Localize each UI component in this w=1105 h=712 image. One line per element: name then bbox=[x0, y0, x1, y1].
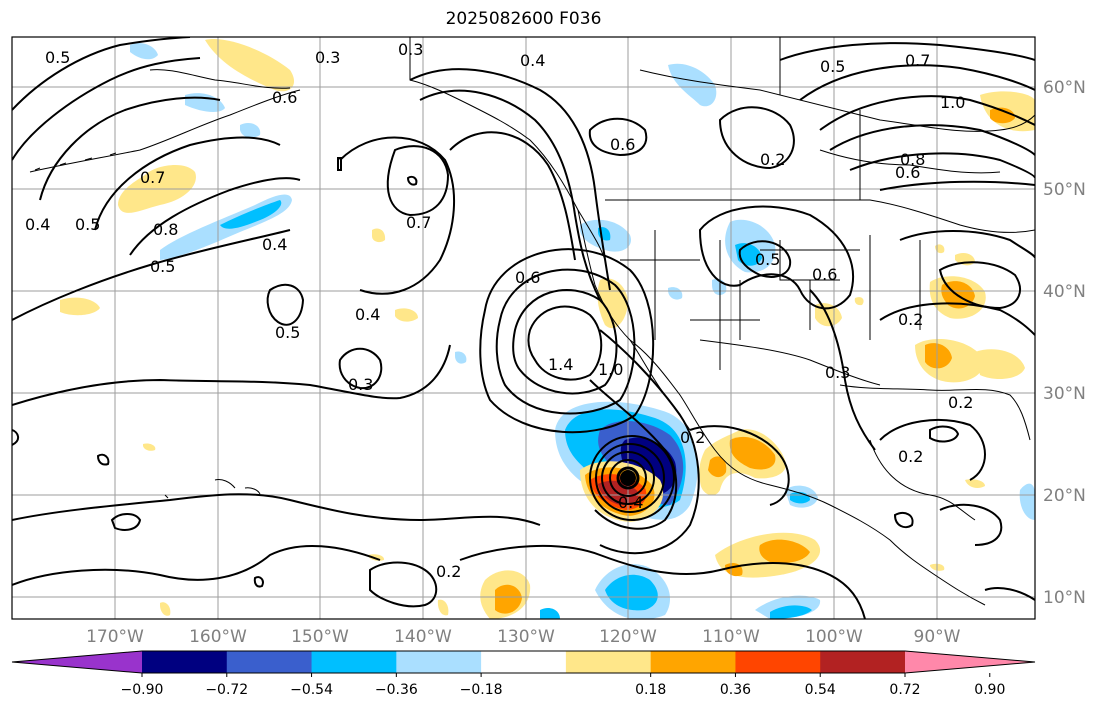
contour-label: 0.7 bbox=[140, 168, 165, 187]
contour-label: 0.5 bbox=[820, 57, 845, 76]
colorbar-tick-label: −0.72 bbox=[205, 682, 248, 698]
contour-label: 0.4 bbox=[618, 493, 643, 512]
contour-label: 0.7 bbox=[905, 51, 930, 70]
lon-label: 140°W bbox=[394, 627, 452, 647]
colorbar-segment bbox=[735, 651, 821, 673]
contour-label: 0.4 bbox=[355, 305, 380, 324]
contour-label: 0.6 bbox=[895, 163, 920, 182]
colorbar-extend-low bbox=[12, 651, 142, 673]
lon-label: 160°W bbox=[189, 627, 247, 647]
contour-label: 0.8 bbox=[900, 150, 925, 169]
colorbar-tick-label: 0.54 bbox=[805, 682, 836, 698]
contour-label: 0.8 bbox=[153, 220, 178, 239]
chart-title: 2025082600 F036 bbox=[445, 9, 602, 29]
colorbar-segment bbox=[481, 651, 567, 673]
lat-label: 50°N bbox=[1043, 180, 1086, 200]
map-frame bbox=[11, 36, 1036, 620]
lon-label: 110°W bbox=[702, 627, 760, 647]
contour-label: 1.0 bbox=[940, 93, 965, 112]
colorbar-tick-label: 0.72 bbox=[889, 682, 920, 698]
contour-label: 0.2 bbox=[948, 393, 973, 412]
contour-label: 0.6 bbox=[610, 135, 635, 154]
colorbar-tick-label: 0.36 bbox=[720, 682, 751, 698]
contour-label: 0.7 bbox=[406, 213, 431, 232]
contour-label: 0.2 bbox=[898, 447, 923, 466]
map-background bbox=[12, 37, 1035, 619]
colorbar-segment bbox=[396, 651, 482, 673]
contour-labels: 0.5 0.3 0.3 0.4 0.5 0.7 1.0 0.6 0.6 0.2 … bbox=[25, 40, 973, 581]
contour-label: 0.2 bbox=[680, 428, 705, 447]
contour-label: 0.5 bbox=[150, 257, 175, 276]
lon-label: 100°W bbox=[805, 627, 863, 647]
colorbar-segment bbox=[650, 651, 736, 673]
lon-label: 130°W bbox=[497, 627, 555, 647]
contour-label: 0.2 bbox=[760, 150, 785, 169]
contour-label: 0.5 bbox=[45, 48, 70, 67]
lat-label: 20°N bbox=[1043, 486, 1086, 506]
contour-label: 0.2 bbox=[436, 562, 461, 581]
lat-label: 30°N bbox=[1043, 384, 1086, 404]
contour-label: 0.3 bbox=[825, 363, 850, 382]
colorbar-segment bbox=[226, 651, 313, 673]
contour-label: 0.4 bbox=[25, 215, 50, 234]
lat-label: 10°N bbox=[1043, 588, 1086, 608]
lat-labels: 60°N 50°N 40°N 30°N 20°N 10°N bbox=[1043, 78, 1086, 608]
lon-label: 90°W bbox=[914, 627, 961, 647]
contour-label: 0.6 bbox=[515, 268, 540, 287]
contour-label: 0.2 bbox=[898, 310, 923, 329]
colorbar-tick-label: −0.90 bbox=[121, 682, 164, 698]
contour-label: 0.3 bbox=[398, 40, 423, 59]
contour-label: 0.5 bbox=[75, 215, 100, 234]
lon-label: 170°W bbox=[86, 627, 144, 647]
contour-label: 1.4 bbox=[548, 355, 573, 374]
colorbar-tick-label: 0.18 bbox=[635, 682, 666, 698]
colorbar-extend-high bbox=[905, 651, 1035, 673]
colorbar-segment bbox=[311, 651, 397, 673]
colorbar-tick-label: −0.36 bbox=[375, 682, 418, 698]
colorbar-tick-label: −0.18 bbox=[460, 682, 503, 698]
contour-label: 0.4 bbox=[520, 51, 545, 70]
contour-label: 0.6 bbox=[812, 265, 837, 284]
colorbar-tick-label: −0.54 bbox=[290, 682, 333, 698]
lat-label: 60°N bbox=[1043, 78, 1086, 98]
contour-label: 0.3 bbox=[315, 48, 340, 67]
contour-label: 0.5 bbox=[755, 250, 780, 269]
colorbar-segment bbox=[142, 651, 228, 673]
contours bbox=[12, 37, 1035, 619]
colorbar-segment bbox=[565, 651, 652, 673]
contour-label: 0.6 bbox=[272, 88, 297, 107]
contour-label: 0.3 bbox=[348, 375, 373, 394]
colorbar-tick-label: 0.90 bbox=[974, 682, 1005, 698]
colorbar-segment bbox=[820, 651, 906, 673]
lat-label: 40°N bbox=[1043, 282, 1086, 302]
gridlines bbox=[12, 37, 1035, 619]
lon-labels: 170°W 160°W 150°W 140°W 130°W 120°W 110°… bbox=[86, 627, 961, 647]
contour-label: 1.0 bbox=[598, 360, 623, 379]
lon-label: 150°W bbox=[291, 627, 349, 647]
contour-label: 0.4 bbox=[262, 235, 287, 254]
colorbar: −0.90 −0.72 −0.54 −0.36 −0.18 0.18 0.36 0.54 0.7… bbox=[11, 650, 1036, 698]
contour-label: 0.5 bbox=[275, 323, 300, 342]
lon-label: 120°W bbox=[599, 627, 657, 647]
